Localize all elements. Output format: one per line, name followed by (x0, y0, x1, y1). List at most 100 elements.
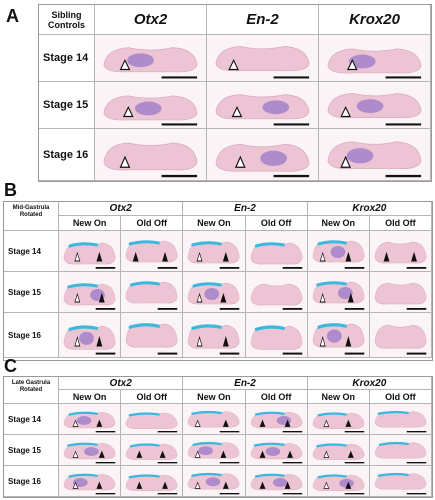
section-drawing (312, 412, 365, 433)
open-arrowhead (74, 335, 81, 347)
scale-bar (282, 308, 302, 310)
panel-b-subcol-old-off: Old Off (245, 216, 308, 231)
section-drawing (188, 241, 240, 269)
panel-a-corner: Sibling Controls (39, 5, 95, 35)
open-arrowhead (231, 106, 243, 118)
section-image (183, 435, 246, 466)
blue-lineage-stain (315, 443, 347, 448)
panel-c-subcol-old-off: Old Off (121, 390, 184, 404)
open-arrowhead (196, 292, 203, 303)
section-drawing (374, 472, 427, 495)
panel-c-col-en2: En-2 (183, 377, 308, 390)
open-arrowhead (340, 106, 351, 118)
tissue-section (215, 94, 310, 120)
section-drawing (125, 443, 178, 464)
panel-b-row-stage-14: Stage 14 (4, 231, 59, 272)
scale-bar (385, 123, 422, 126)
filled-arrowhead (98, 292, 105, 303)
filled-arrowhead (259, 481, 265, 489)
blue-lineage-stain (128, 323, 161, 329)
panel-b-row-stage-16: Stage 16 (4, 313, 59, 358)
filled-arrowhead (220, 292, 227, 303)
blue-lineage-stain (68, 242, 98, 248)
scale-bar (344, 493, 364, 495)
scale-bar (406, 431, 427, 433)
blue-lineage-stain (254, 411, 285, 416)
section-image (121, 231, 184, 272)
scale-bar (95, 267, 116, 269)
section-drawing (250, 283, 302, 310)
section-drawing (250, 442, 302, 464)
open-arrowhead (119, 155, 131, 168)
scale-bar (273, 123, 310, 126)
section-drawing (374, 324, 427, 355)
section-drawing (188, 324, 240, 355)
section-drawing (327, 141, 422, 178)
filled-arrowhead (132, 251, 139, 262)
filled-arrowhead (96, 481, 103, 489)
scale-bar (157, 352, 178, 355)
open-arrowhead (195, 450, 201, 458)
section-image (207, 129, 319, 181)
section-image (121, 404, 184, 435)
section-image (95, 35, 207, 82)
scale-bar (282, 267, 302, 269)
scale-bar (157, 267, 178, 269)
filled-arrowhead (410, 251, 417, 262)
filled-arrowhead (223, 335, 230, 347)
panel-c-grid: Late Gastrula Rotated Otx2 En-2 Krox20 N… (3, 376, 433, 498)
section-image (307, 466, 370, 497)
blue-lineage-stain (128, 412, 161, 417)
open-arrowhead (340, 155, 351, 168)
open-arrowhead (72, 419, 79, 427)
section-drawing (250, 325, 302, 355)
panel-a-col-otx2: Otx2 (95, 5, 207, 35)
scale-bar (161, 123, 198, 126)
scale-bar (273, 174, 310, 178)
section-drawing (215, 46, 310, 79)
panel-a-grid: Sibling Controls Otx2 En-2 Krox20 Stage … (38, 4, 432, 182)
scale-bar (220, 267, 240, 269)
filled-arrowhead (259, 419, 265, 427)
section-image (369, 231, 432, 272)
panel-b-subcol-new-on: New On (59, 216, 122, 231)
scale-bar (385, 174, 422, 178)
section-drawing (327, 93, 422, 126)
blue-lineage-stain (254, 325, 285, 332)
panel-c-corner: Late Gastrula Rotated (4, 377, 59, 404)
filled-arrowhead (284, 419, 291, 427)
open-arrowhead (319, 251, 326, 262)
scale-bar (406, 493, 427, 495)
section-drawing (125, 412, 178, 433)
panel-b-col-otx2: Otx2 (59, 202, 184, 216)
section-image (245, 404, 308, 435)
scale-bar (344, 462, 364, 464)
panel-a-col-krox20: Krox20 (319, 5, 431, 35)
scale-bar (220, 493, 240, 495)
tissue-section (103, 142, 198, 171)
section-image (183, 272, 246, 313)
section-image (369, 435, 432, 466)
tissue-section (215, 46, 310, 72)
section-image (121, 313, 184, 358)
scale-bar (95, 431, 116, 433)
panel-c-row-stage-14: Stage 14 (4, 404, 59, 435)
section-image (59, 404, 122, 435)
open-arrowhead (319, 292, 326, 303)
section-image (121, 466, 184, 497)
blue-lineage-stain (67, 283, 98, 289)
section-drawing (312, 443, 365, 464)
purple-stain (76, 416, 92, 425)
scale-bar (273, 76, 310, 79)
scale-bar (344, 352, 364, 355)
purple-stain (348, 54, 376, 69)
tissue-section (374, 282, 427, 305)
scale-bar (220, 462, 240, 464)
section-drawing (103, 142, 198, 178)
panel-a-label: A (6, 6, 19, 26)
section-image (307, 404, 370, 435)
purple-stain (330, 246, 345, 258)
filled-arrowhead (383, 251, 390, 262)
blue-lineage-stain (317, 323, 347, 329)
scale-bar (161, 174, 198, 178)
